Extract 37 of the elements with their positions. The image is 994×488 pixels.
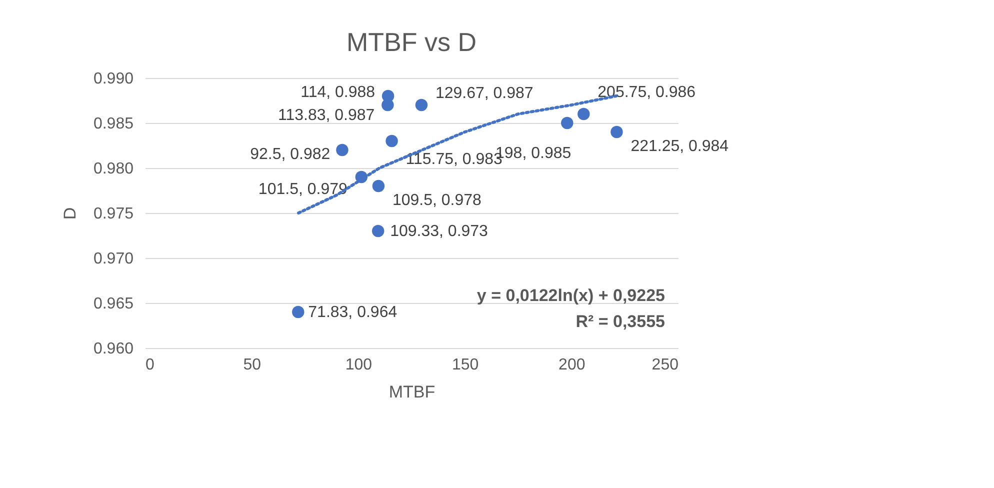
point <box>561 116 574 130</box>
data-label: 114, 0.988 <box>300 84 376 101</box>
point <box>382 90 394 102</box>
data-label: 92.5, 0.982 <box>250 146 330 163</box>
data-label: 205.75, 0.986 <box>598 84 696 101</box>
x-tick-label: 200 <box>558 356 586 374</box>
data-label: 113.83, 0.987 <box>278 107 375 124</box>
data-label: 109.5, 0.978 <box>392 192 482 209</box>
point <box>372 180 385 192</box>
y-tick-label: 0.985 <box>93 116 134 132</box>
y-axis-title: D <box>60 207 80 220</box>
annotation: R² = 0,3555 <box>576 312 665 331</box>
x-tick-label: 100 <box>345 356 372 374</box>
point <box>292 306 304 318</box>
data-label: 129.67, 0.987 <box>435 85 534 102</box>
point <box>372 224 384 238</box>
y-tick-label: 0.975 <box>93 206 134 222</box>
point <box>336 144 348 156</box>
point <box>578 108 590 120</box>
y-tick-label: 0.970 <box>93 250 134 268</box>
x-tick-label: 250 <box>652 356 679 374</box>
annotation: y = 0,0122ln(x) + 0,9225 <box>476 286 665 305</box>
data-label: 221.25, 0.984 <box>630 138 729 155</box>
x-tick-label: 50 <box>243 356 262 374</box>
y-tick-label: 0.980 <box>93 160 134 178</box>
y-tick-label: 0.960 <box>93 340 134 358</box>
y-tick-label: 0.965 <box>93 296 134 312</box>
chart-title: MTBF vs D <box>346 27 476 57</box>
data-label: 109.33, 0.973 <box>390 223 488 240</box>
point <box>386 134 398 148</box>
y-tick-label: 0.990 <box>93 70 134 88</box>
x-tick-label: 0 <box>146 356 154 374</box>
data-label: 71.83, 0.964 <box>308 304 398 321</box>
point <box>415 98 428 112</box>
x-axis-title: MTBF <box>388 382 436 402</box>
point <box>610 126 623 138</box>
x-tick-label: 150 <box>452 356 479 374</box>
